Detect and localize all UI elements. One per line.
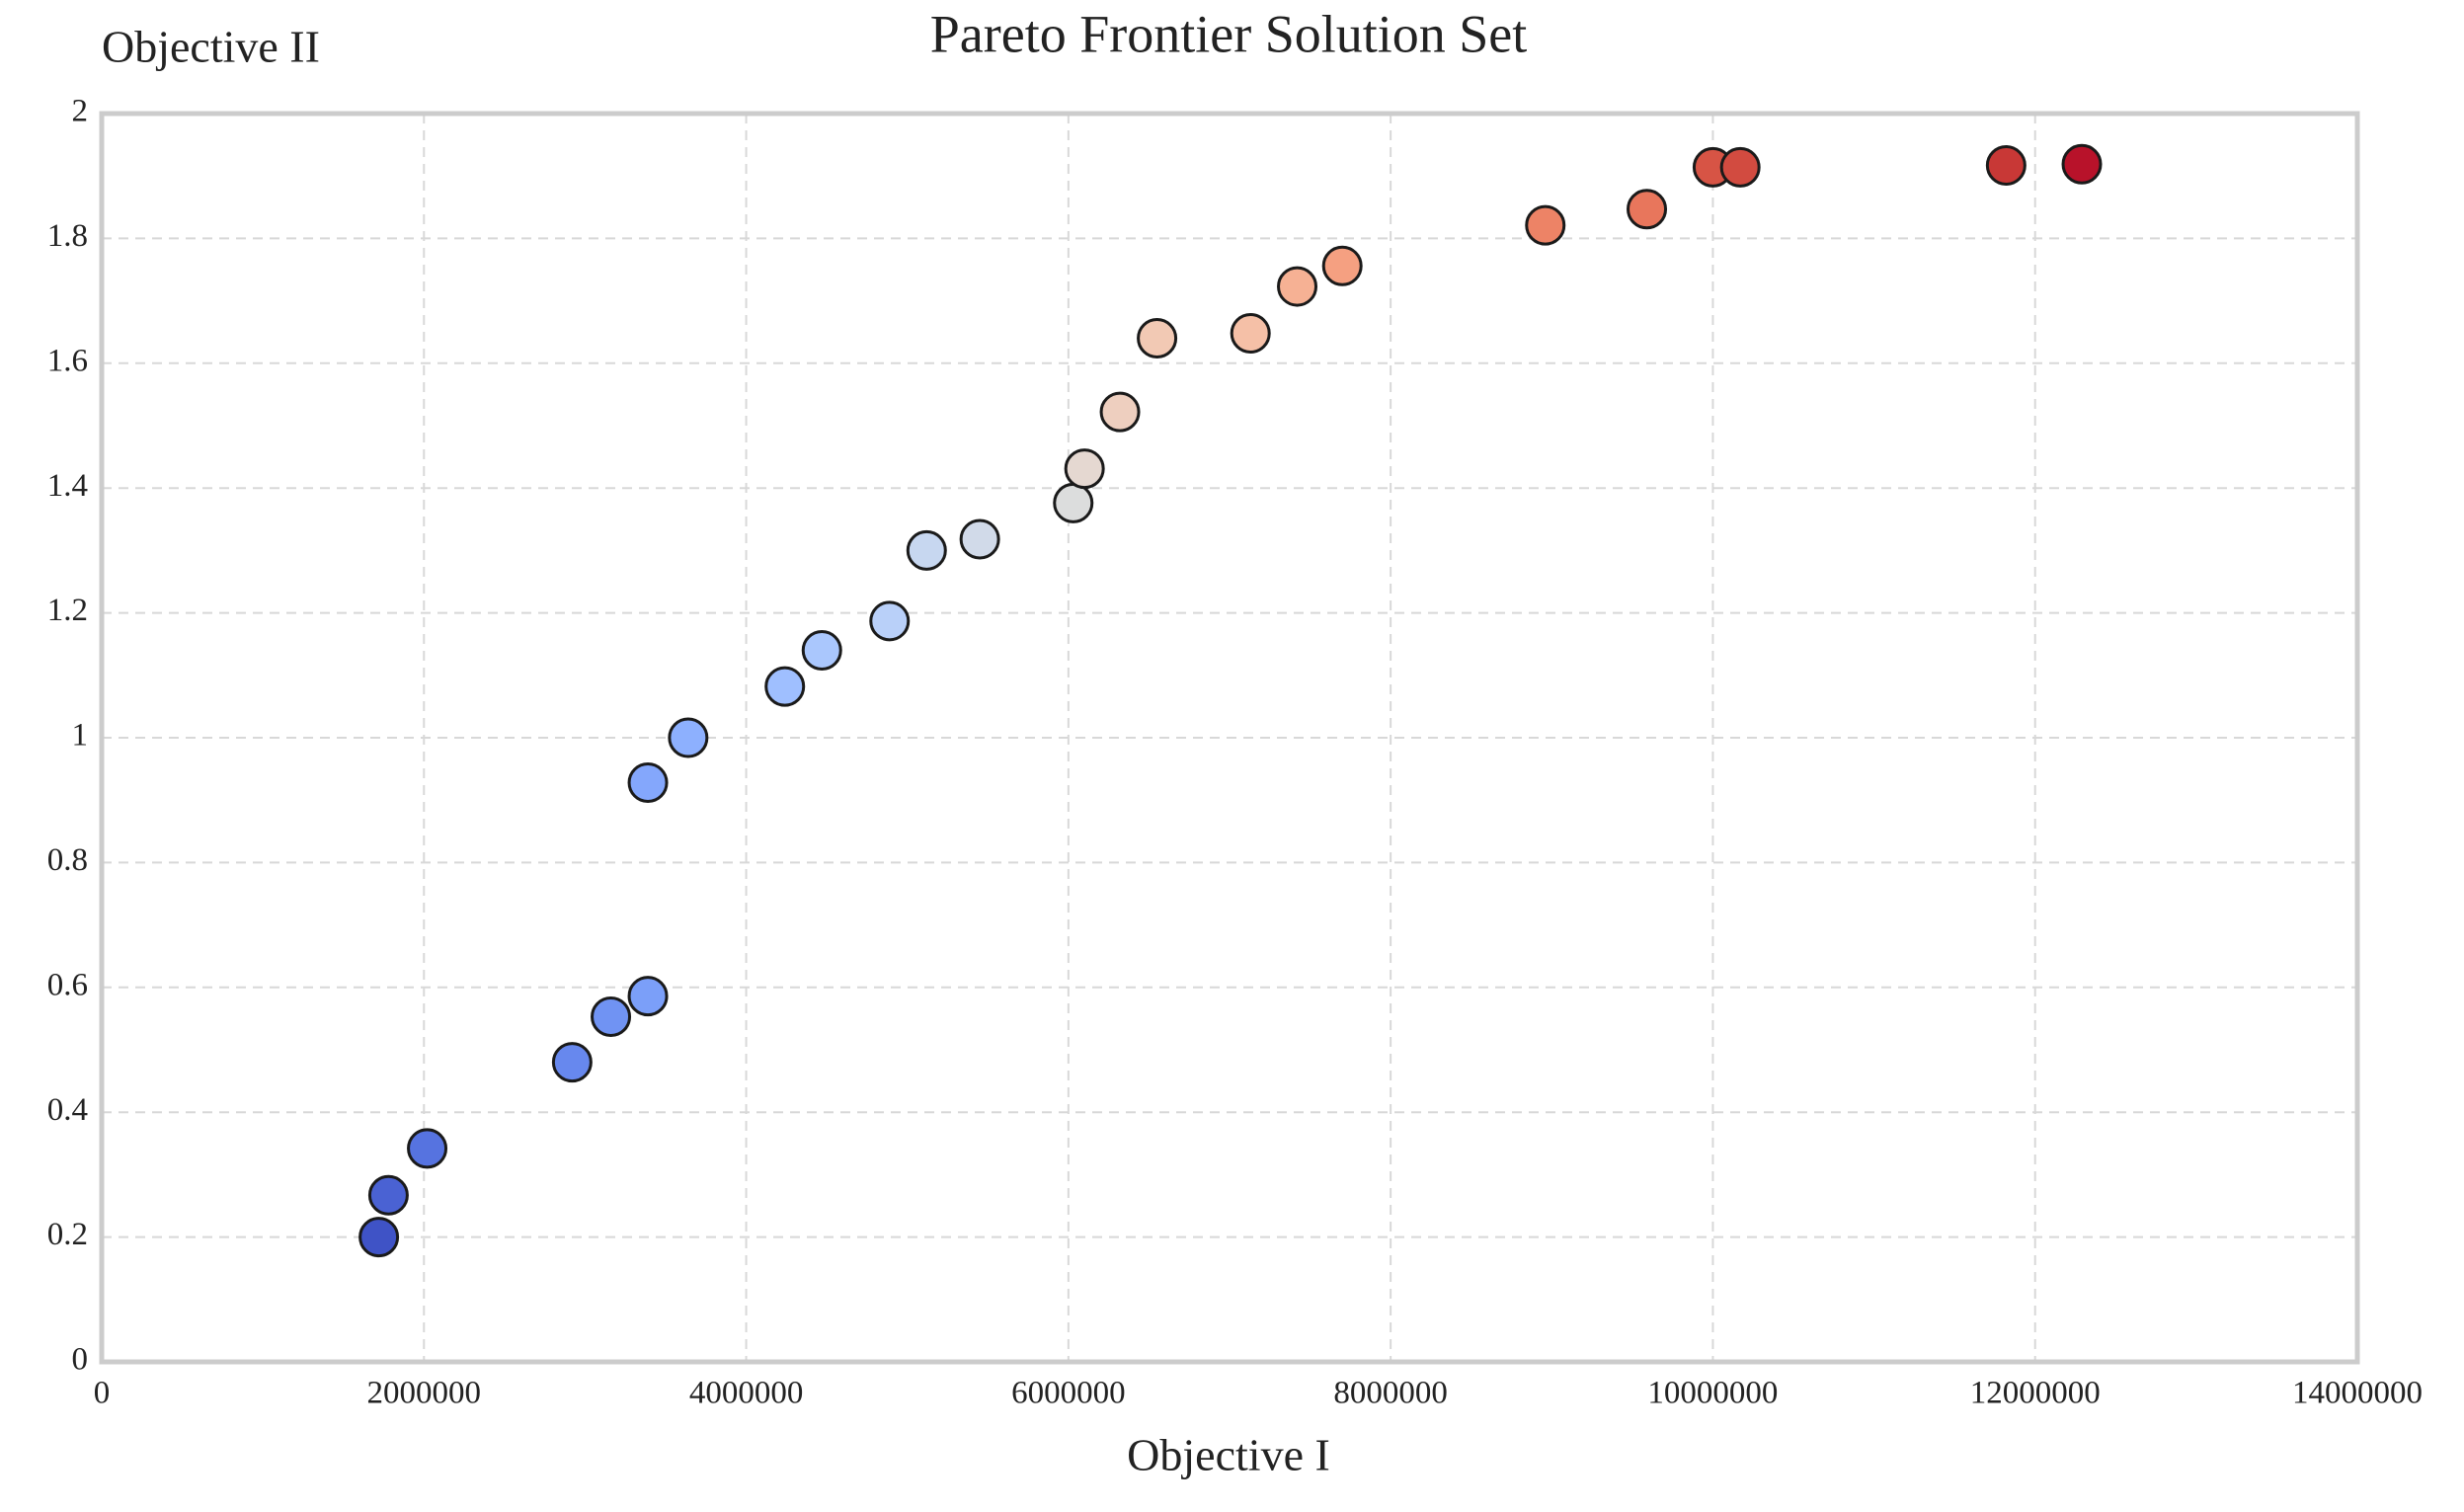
y-tick-label: 0: [72, 1342, 89, 1378]
point: [627, 976, 669, 1017]
point: [551, 1042, 593, 1083]
point: [2061, 143, 2103, 185]
plot-frame: [99, 111, 2360, 1365]
chart-title: Pareto Frontier Solution Set: [930, 4, 1527, 63]
point: [1099, 391, 1141, 433]
point: [668, 717, 709, 758]
x-tick-label: 12000000: [1970, 1376, 2101, 1411]
point: [801, 630, 842, 672]
x-tick-label: 6000000: [1011, 1376, 1126, 1411]
x-tick-label: 4000000: [689, 1376, 804, 1411]
point: [1064, 448, 1105, 490]
point: [869, 600, 911, 642]
point: [1277, 266, 1318, 307]
point: [1719, 146, 1761, 188]
x-tick-label: 8000000: [1333, 1376, 1448, 1411]
x-tick-label: 14000000: [2292, 1376, 2423, 1411]
x-tick-label: 0: [94, 1376, 111, 1411]
point: [367, 1174, 409, 1216]
y-tick-label: 1.6: [47, 343, 88, 378]
point: [407, 1128, 448, 1169]
y-tick-label: 0.2: [47, 1217, 88, 1252]
point: [627, 762, 669, 804]
y-tick-label: 0.6: [47, 967, 88, 1002]
y-tick-label: 2: [72, 94, 89, 129]
x-axis-label: Objective I: [1127, 1430, 1330, 1480]
point: [1230, 312, 1271, 354]
x-tick-label: 2000000: [367, 1376, 482, 1411]
y-tick-label: 1.8: [47, 218, 88, 254]
point: [1321, 245, 1363, 286]
point: [591, 996, 632, 1038]
y-tick-label: 1: [72, 718, 89, 754]
point: [764, 666, 806, 707]
y-tick-label: 0.8: [47, 842, 88, 878]
point: [959, 518, 1000, 560]
point: [906, 529, 947, 571]
y-axis-label: Objective II: [102, 22, 320, 72]
y-tick-label: 1.4: [47, 468, 88, 504]
y-tick-label: 0.4: [47, 1092, 88, 1128]
x-tick-label: 10000000: [1647, 1376, 1778, 1411]
point: [1627, 189, 1668, 230]
point: [1053, 482, 1094, 523]
point: [1525, 204, 1566, 246]
point: [358, 1217, 400, 1258]
point: [1137, 318, 1178, 359]
y-tick-label: 1.2: [47, 593, 88, 628]
point: [1985, 144, 2027, 186]
